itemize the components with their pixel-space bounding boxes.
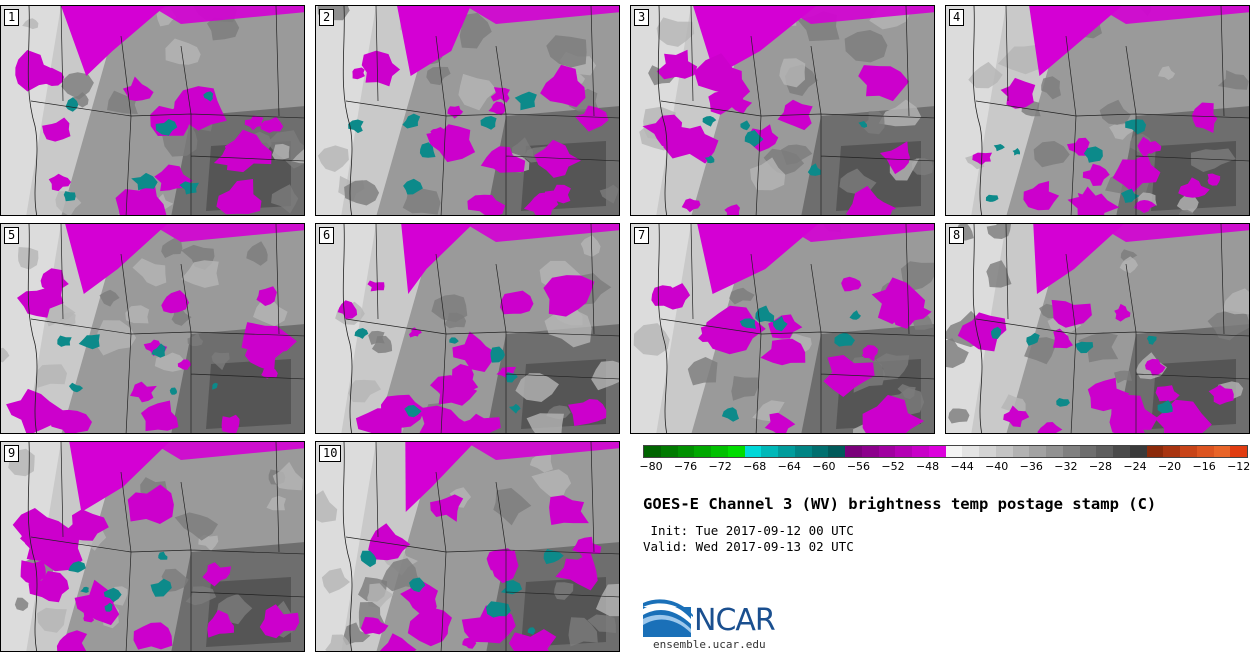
colorbar (643, 445, 1248, 458)
colorbar-segment (1180, 446, 1197, 457)
ncar-logo-text: NCAR (694, 603, 776, 638)
water-vapor-map (631, 6, 934, 215)
colorbar-segment (794, 446, 812, 457)
colorbar-tick-label: −76 (673, 460, 698, 473)
colorbar-segment (995, 446, 1013, 457)
colorbar-segment (677, 446, 695, 457)
colorbar-segment (811, 446, 829, 457)
postage-stamp-panel: 9 (0, 441, 305, 652)
colorbar-tick-label: −52 (881, 460, 905, 473)
colorbar-segment (979, 446, 996, 457)
colorbar-tick-label: −80 (639, 460, 663, 473)
logo-url: ensemble.ucar.edu (653, 638, 766, 651)
figure-title: GOES-E Channel 3 (WV) brightness temp po… (643, 495, 1157, 513)
colorbar-tick-label: −44 (950, 460, 974, 473)
colorbar-tick-label: −40 (985, 460, 1009, 473)
postage-stamp-panel: 5 (0, 223, 305, 434)
postage-stamp-panel: 4 (945, 5, 1250, 216)
colorbar-tick-label: −20 (1157, 460, 1182, 473)
colorbar-tick-label: −24 (1123, 460, 1147, 473)
colorbar-segment (928, 446, 946, 457)
colorbar-segment (845, 446, 862, 457)
colorbar-segment (778, 446, 795, 457)
colorbar-segment (912, 446, 929, 457)
colorbar-tick-label: −12 (1227, 460, 1251, 473)
panel-label: 7 (634, 227, 650, 244)
postage-stamp-panel: 7 (630, 223, 935, 434)
colorbar-segment (1029, 446, 1046, 457)
water-vapor-map (316, 224, 619, 433)
colorbar-tick-label: −36 (1019, 460, 1043, 473)
colorbar-tick-label: −16 (1192, 460, 1216, 473)
colorbar-segment (895, 446, 912, 457)
valid-time: Valid: Wed 2017-09-13 02 UTC (643, 539, 854, 554)
postage-stamp-panel: 3 (630, 5, 935, 216)
colorbar-segment (660, 446, 678, 457)
colorbar-segment (744, 446, 762, 457)
colorbar-tick-label: −64 (777, 460, 801, 473)
water-vapor-map (1, 6, 304, 215)
colorbar-segment (1230, 446, 1247, 457)
init-time: Init: Tue 2017-09-12 00 UTC (643, 523, 854, 538)
panel-label: 6 (319, 227, 335, 244)
water-vapor-map (946, 6, 1249, 215)
colorbar-segment (828, 446, 845, 457)
colorbar-segment (711, 446, 728, 457)
colorbar-segment (861, 446, 879, 457)
postage-stamp-panel: 8 (945, 223, 1250, 434)
postage-stamp-panel: 2 (315, 5, 620, 216)
water-vapor-map (316, 442, 619, 651)
water-vapor-map (1, 442, 304, 651)
colorbar-segment (1196, 446, 1214, 457)
colorbar-segment (1163, 446, 1180, 457)
panel-label: 4 (949, 9, 965, 26)
postage-stamp-panel: 1 (0, 5, 305, 216)
colorbar-segment (694, 446, 711, 457)
colorbar-segment (727, 446, 745, 457)
colorbar-segment (962, 446, 979, 457)
water-vapor-map (946, 224, 1249, 433)
postage-stamp-panel: 6 (315, 223, 620, 434)
panel-label: 10 (319, 445, 342, 462)
water-vapor-map (1, 224, 304, 433)
colorbar-segment (644, 446, 661, 457)
postage-stamp-panel: 10 (315, 441, 620, 652)
panel-label: 2 (319, 9, 335, 26)
panel-label: 5 (4, 227, 20, 244)
colorbar-segment (1129, 446, 1147, 457)
colorbar-tick-labels: −80 −76 −72 −68 −64 −60 −56 −52 −48 −44 −40 −36 −32−… (639, 460, 1251, 476)
colorbar-tick-label: −68 (743, 460, 767, 473)
colorbar-segment (1213, 446, 1231, 457)
panel-label: 9 (4, 445, 20, 462)
colorbar-tick-label: −60 (812, 460, 836, 473)
colorbar-tick-label: −56 (846, 460, 871, 473)
colorbar-tick-label: −32 (1054, 460, 1078, 473)
colorbar-segment (1113, 446, 1130, 457)
colorbar-tick-label: −48 (915, 460, 940, 473)
panel-label: 8 (949, 227, 965, 244)
colorbar-tick-label: −28 (1088, 460, 1113, 473)
water-vapor-map (316, 6, 619, 215)
colorbar-segment (1046, 446, 1063, 457)
colorbar-segment (1062, 446, 1080, 457)
colorbar-segment (761, 446, 778, 457)
ncar-logo-icon (643, 599, 693, 637)
colorbar-segment (1096, 446, 1113, 457)
colorbar-tick-label: −72 (708, 460, 732, 473)
water-vapor-map (631, 224, 934, 433)
colorbar-segment (1146, 446, 1164, 457)
colorbar-segment (945, 446, 963, 457)
colorbar-segment (878, 446, 896, 457)
colorbar-segment (1079, 446, 1097, 457)
panel-label: 3 (634, 9, 650, 26)
panel-label: 1 (4, 9, 20, 26)
colorbar-segment (1012, 446, 1030, 457)
